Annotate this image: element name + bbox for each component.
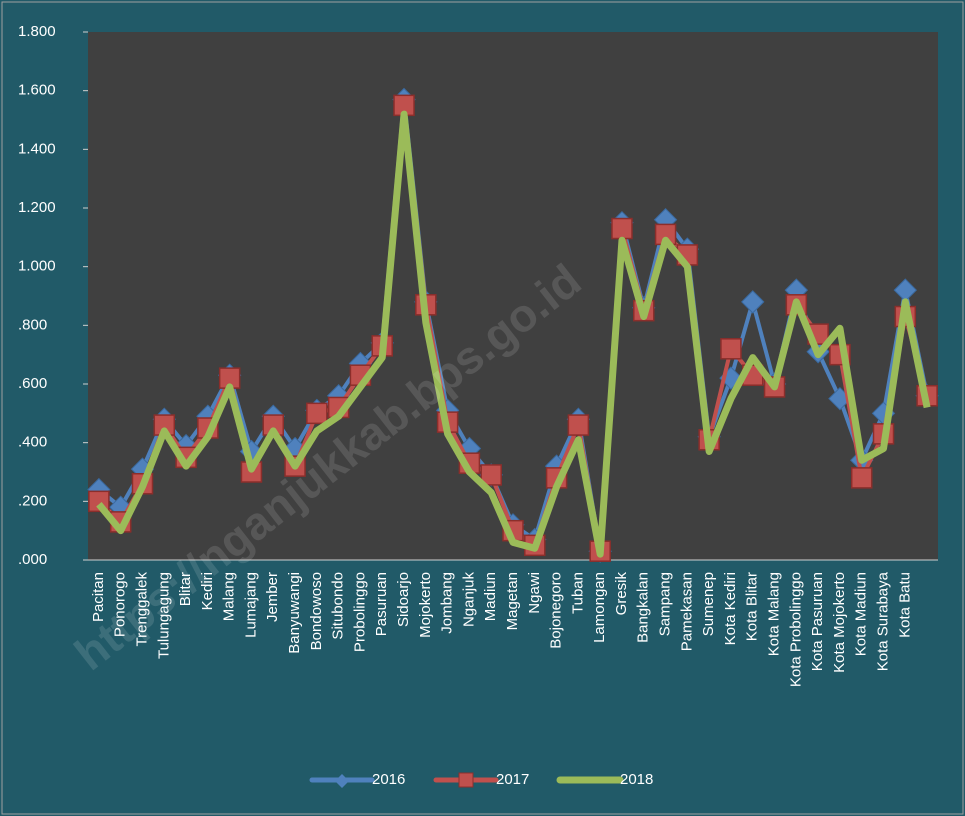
x-tick-label: Sampang: [657, 572, 674, 636]
x-tick-label: Lumajang: [242, 572, 259, 638]
x-tick-label: Mojokerto: [417, 572, 434, 638]
legend-item: 2016: [309, 771, 405, 788]
x-tick-label: Bojonegoro: [548, 572, 565, 649]
y-tick-label: .200: [18, 492, 47, 509]
y-tick-label: 1.200: [18, 199, 56, 216]
x-tick-label: Ponorogo: [112, 572, 129, 637]
x-tick-label: Kota Blitar: [744, 572, 761, 641]
legend-label: 2017: [496, 771, 529, 788]
legend-item: 2017: [433, 771, 529, 788]
y-tick-label: .800: [18, 316, 47, 333]
x-tick-label: Probolinggo: [351, 572, 368, 652]
point-marker: [306, 402, 328, 425]
x-tick-label: Tulungagung: [155, 572, 172, 659]
x-tick-label: Kota Probolinggo: [787, 572, 804, 687]
y-tick-label: 1.400: [18, 140, 56, 157]
x-tick-label: Pamekasan: [678, 572, 695, 651]
legend-marker: [335, 774, 349, 788]
x-tick-label: Nganjuk: [460, 572, 477, 628]
x-tick-label: Blitar: [177, 572, 194, 606]
y-tick-label: .600: [18, 375, 47, 392]
x-tick-label: Pacitan: [90, 572, 107, 622]
series-line: [96, 110, 931, 558]
x-tick-label: Kota Mojokerto: [831, 572, 848, 673]
x-tick-label: Banyuwangi: [286, 572, 303, 654]
x-tick-label: Kota Pasuruan: [809, 572, 826, 671]
point-marker: [850, 467, 873, 489]
y-tick-label: 1.600: [18, 82, 56, 99]
x-tick-label: Kediri: [199, 572, 216, 610]
legend-marker: [458, 772, 474, 788]
x-tick-label: Situbondo: [330, 572, 347, 640]
x-tick-label: Bondowoso: [308, 572, 325, 650]
x-tick-label: Kota Malang: [766, 572, 783, 656]
x-tick-label: Pasuruan: [373, 572, 390, 636]
y-tick-label: .000: [18, 551, 47, 568]
point-marker: [567, 414, 590, 436]
point-marker: [741, 290, 765, 314]
legend-label: 2016: [372, 771, 405, 788]
x-tick-label: Kota Kediri: [722, 572, 739, 645]
x-tick-label: Kota Madiun: [853, 572, 870, 656]
x-tick-label: Kota Surabaya: [874, 571, 891, 671]
x-tick-label: Tuban: [569, 572, 586, 614]
x-tick-label: Madiun: [482, 572, 499, 621]
x-tick-label: Trenggalek: [133, 572, 150, 647]
x-tick-label: Magetan: [504, 572, 521, 630]
legend-label: 2018: [620, 771, 653, 788]
x-tick-label: Lamongan: [591, 572, 608, 643]
x-tick-label: Sidoarjo: [395, 572, 412, 627]
y-tick-label: 1.000: [18, 258, 56, 275]
x-tick-label: Kota Batu: [896, 572, 913, 638]
x-tick-label: Gresik: [613, 572, 630, 616]
point-marker: [720, 338, 742, 360]
x-tick-label: Jember: [264, 572, 281, 622]
x-tick-label: Sumenep: [700, 572, 717, 636]
y-tick-label: .400: [18, 434, 47, 451]
point-marker: [480, 464, 502, 486]
point-marker: [611, 217, 633, 240]
x-tick-label: Jombang: [439, 572, 456, 634]
x-tick-label: Malang: [221, 572, 238, 621]
y-tick-label: 1.800: [18, 23, 56, 40]
legend-item: 2018: [556, 771, 653, 788]
x-tick-label: Ngawi: [526, 572, 543, 614]
x-tick-label: Bangkalan: [635, 572, 652, 643]
